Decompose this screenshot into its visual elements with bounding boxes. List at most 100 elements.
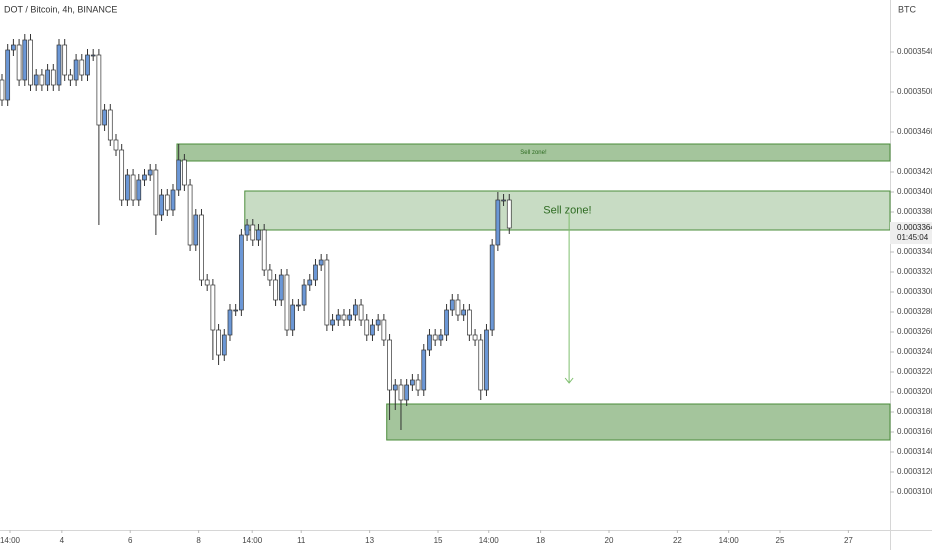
candle-body <box>501 199 506 202</box>
candle-body <box>290 304 296 331</box>
y-tick-label: 0.0003100 <box>897 487 932 496</box>
candle-body <box>478 339 484 391</box>
candle-body <box>455 299 461 316</box>
y-tick-label: 0.0003340 <box>897 247 932 256</box>
candle-body <box>90 54 96 57</box>
candle-body <box>347 314 353 321</box>
candle-body <box>50 69 56 86</box>
y-tick-label: 0.0003240 <box>897 347 932 356</box>
zone <box>176 143 891 162</box>
candle-body <box>256 229 261 241</box>
candle-body <box>381 319 387 341</box>
x-tick-label: 14:00 <box>479 536 500 545</box>
candle-body <box>449 299 455 311</box>
candle-body <box>142 174 147 181</box>
candle-body <box>506 199 512 229</box>
x-tick-label: 14:00 <box>0 536 21 545</box>
candle-body <box>489 244 495 331</box>
candle-body <box>164 194 170 211</box>
candle-body <box>261 229 267 271</box>
candle-body <box>330 319 335 326</box>
candle-body <box>147 169 153 176</box>
x-tick-label: 6 <box>128 536 133 545</box>
candle-body <box>427 334 432 351</box>
candle-body <box>410 379 415 386</box>
candle-body <box>39 74 45 86</box>
y-tick-label: 0.0003540 <box>897 47 932 56</box>
arrow-head <box>564 377 574 384</box>
candle-body <box>28 39 33 86</box>
y-tick-label: 0.0003320 <box>897 267 932 276</box>
candle-body <box>62 44 68 76</box>
candle-body <box>56 44 62 86</box>
candle-body <box>159 194 164 216</box>
candle-body <box>204 279 210 286</box>
candle-body <box>461 309 467 316</box>
candle-body <box>495 199 501 246</box>
candle-body <box>0 79 5 101</box>
candle-body <box>85 54 90 76</box>
candle-body <box>364 319 370 336</box>
y-tick-label: 0.0003200 <box>897 387 932 396</box>
candle-body <box>250 224 256 241</box>
candle-body <box>421 349 427 391</box>
candle-body <box>398 384 404 401</box>
candle-body <box>267 269 273 281</box>
candle-body <box>392 384 398 391</box>
candle-body <box>358 304 364 321</box>
x-tick-label: 22 <box>673 536 682 545</box>
x-tick-label: 13 <box>365 536 374 545</box>
y-tick-label: 0.0003380 <box>897 207 932 216</box>
chart-title: DOT / Bitcoin, 4h, BINANCE <box>4 4 117 14</box>
candle-body <box>102 109 107 126</box>
candle-body <box>467 309 472 336</box>
candle-body <box>130 174 136 201</box>
candle-body <box>233 309 239 312</box>
candle-body <box>187 184 193 246</box>
candle-body <box>324 259 330 326</box>
candle-body <box>415 379 421 391</box>
x-tick-label: 25 <box>776 536 785 545</box>
candle-body <box>119 149 125 201</box>
candle-body <box>113 139 119 151</box>
y-tick-label: 0.0003140 <box>897 447 932 456</box>
y-tick-label: 0.0003220 <box>897 367 932 376</box>
candle-body <box>193 214 199 246</box>
x-tick-label: 15 <box>434 536 443 545</box>
candle-body <box>136 179 142 201</box>
y-axis-label: BTC <box>898 4 917 14</box>
candle-body <box>33 74 39 86</box>
candle-body <box>438 334 444 341</box>
candle-body <box>341 314 347 321</box>
y-tick-label: 0.0003500 <box>897 87 932 96</box>
current-price-box <box>890 222 932 244</box>
candle-body <box>296 304 301 307</box>
candle-body <box>484 329 489 391</box>
y-tick-label: 0.0003400 <box>897 187 932 196</box>
y-tick-label: 0.0003260 <box>897 327 932 336</box>
x-tick-label: 14:00 <box>242 536 263 545</box>
candle-body <box>239 234 244 311</box>
candle-body <box>5 49 11 101</box>
candle-body <box>221 334 227 356</box>
current-price-label: 0.0003364 <box>897 223 932 232</box>
candle-body <box>182 159 187 186</box>
x-tick-label: 14:00 <box>719 536 740 545</box>
zone <box>244 190 891 231</box>
candle-body <box>16 44 22 81</box>
candle-body <box>125 174 130 201</box>
countdown: 01:45:04 <box>897 233 929 242</box>
candle-body <box>472 334 478 341</box>
candle-body <box>301 284 307 306</box>
candle-body <box>375 319 381 326</box>
candle-body <box>353 304 358 316</box>
candle-body <box>404 384 410 401</box>
candle-body <box>370 324 375 336</box>
x-tick-label: 4 <box>60 536 65 545</box>
x-tick-label: 8 <box>196 536 201 545</box>
y-tick-label: 0.0003160 <box>897 427 932 436</box>
candle-body <box>199 214 204 281</box>
candle-body <box>432 334 438 341</box>
candle-body <box>210 284 216 331</box>
